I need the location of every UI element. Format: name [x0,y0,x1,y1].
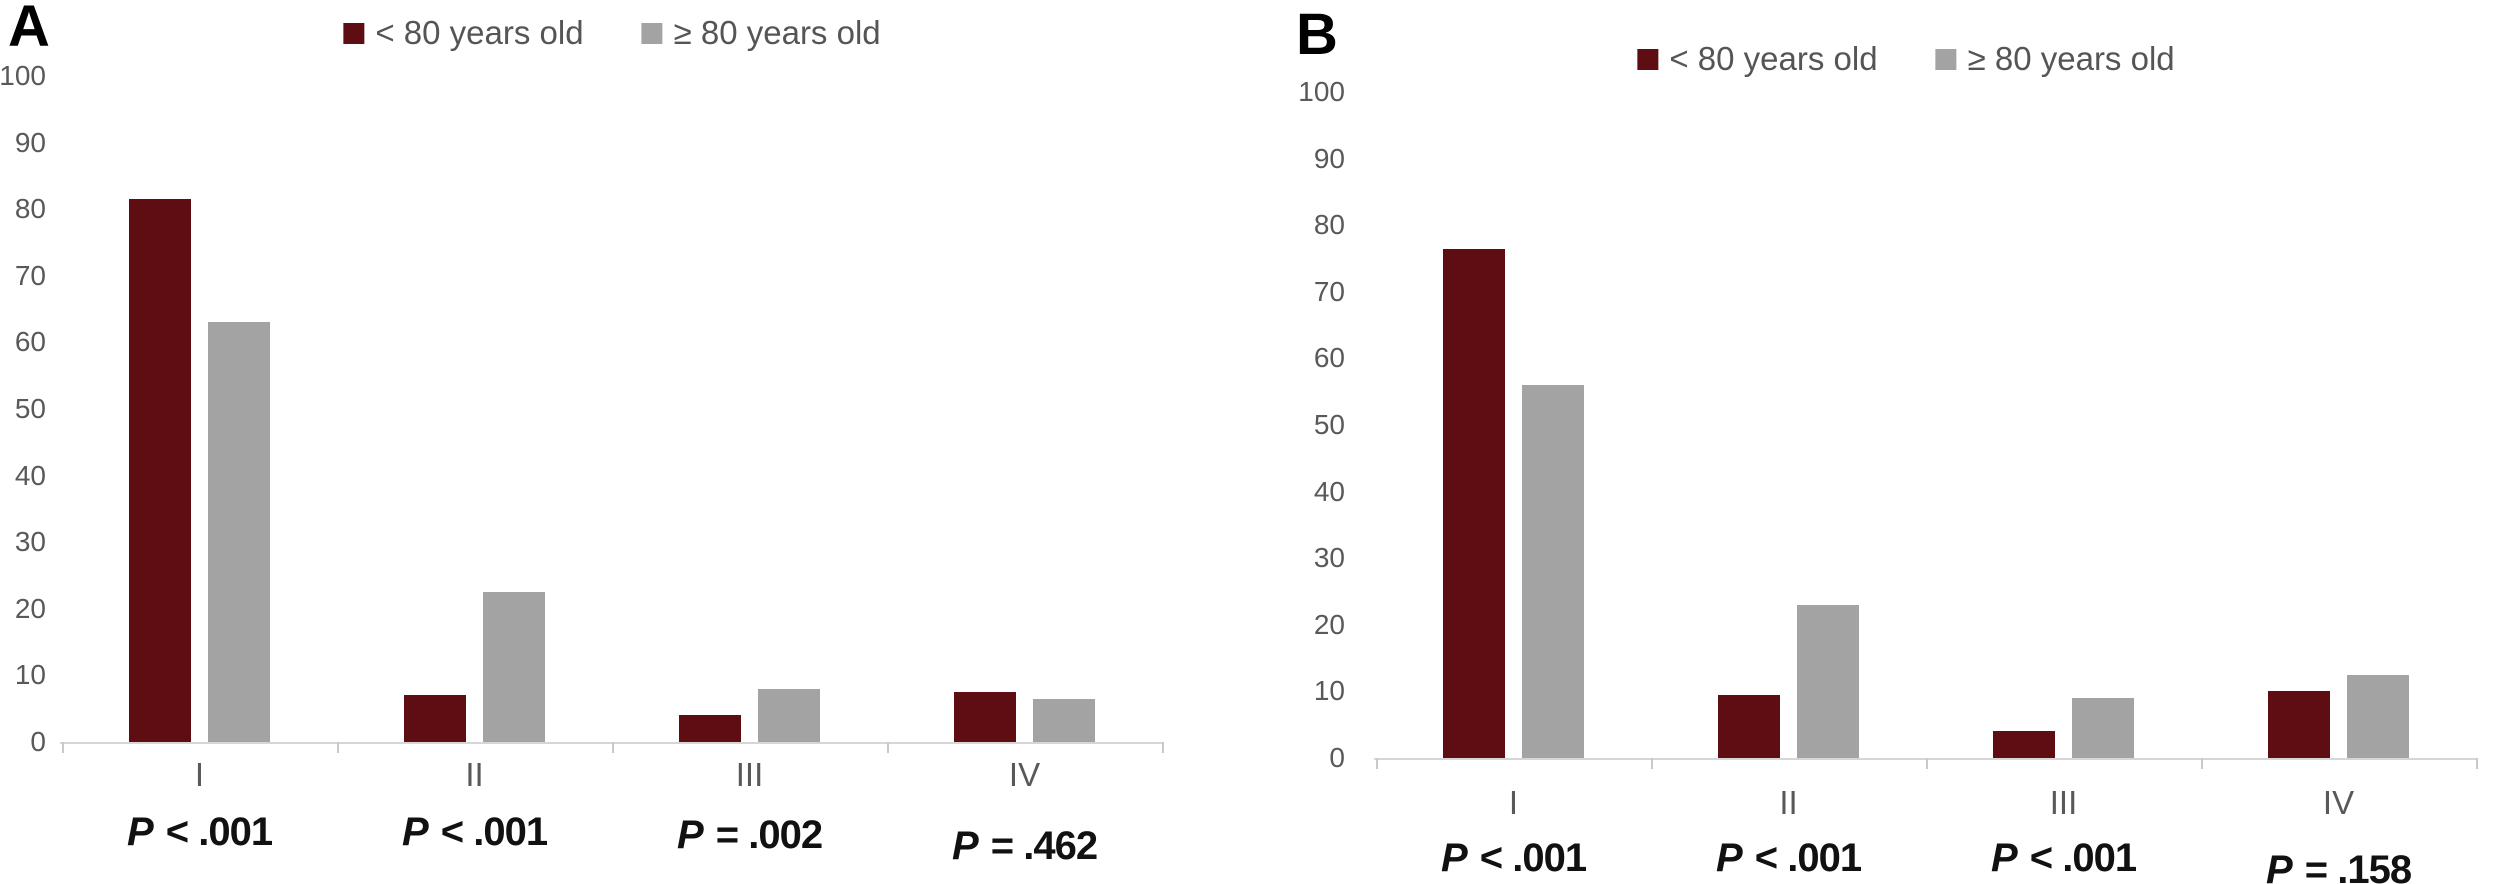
bar-under-80 [679,715,741,742]
legend-label-under-80: < 80 years old [375,14,584,51]
y-axis-tick-label: 60 [1313,342,1345,374]
y-axis-tick-label: 20 [1313,608,1345,640]
y-axis-tick-label: 0 [1329,742,1345,773]
x-axis-tick [2476,758,2478,769]
y-axis-tick-label: 10 [14,659,46,691]
p-value-label: P < .001 [1715,836,1862,880]
x-axis-tick [1926,758,1928,769]
y-axis-tick-label: 30 [14,526,46,558]
p-value-label: P = .462 [951,824,1098,868]
p-value-label: P < .001 [401,810,548,854]
p-value-label: P < .001 [1990,836,2137,880]
y-axis-tick-label: 80 [14,193,46,225]
y-axis-tick-label: 100 [0,60,46,91]
y-axis-tick-label: 70 [1313,275,1345,307]
legend-swatch-over-80-icon [641,22,663,44]
y-axis-tick-label: 80 [1313,209,1345,241]
category-label: IV [1008,756,1041,793]
p-value-label: P = .158 [2265,848,2412,884]
panel-A-legend: < 80 years old ≥ 80 years old [343,14,881,52]
legend-swatch-under-80-icon [1637,48,1659,70]
category-label: I [194,756,205,793]
category-label: II [465,756,484,793]
bar-under-80 [1993,731,2055,758]
y-axis-tick-label: 40 [1313,475,1345,507]
category-label: I [1508,784,1519,821]
category-label: III [735,756,764,793]
x-axis-tick [2201,758,2203,769]
bar-over-80 [483,592,545,742]
legend-label-over-80: ≥ 80 years old [1967,40,2175,77]
legend-label-under-80: < 80 years old [1669,40,1878,77]
bar-over-80 [1033,698,1095,742]
y-axis-tick-label: 10 [1313,675,1345,707]
category-label: III [2049,784,2078,821]
y-axis-tick-label: 30 [1313,542,1345,574]
category-label: II [1779,784,1798,821]
x-axis-tick [62,742,64,753]
y-axis-tick-label: 40 [14,459,46,491]
x-axis-tick [1651,758,1653,769]
panel-B-label: B [1296,2,1338,67]
x-axis-tick [612,742,614,753]
y-axis-tick-label: 0 [30,726,46,757]
legend-item-under-80: < 80 years old [343,14,584,52]
bar-over-80 [1522,385,1584,758]
legend-swatch-over-80-icon [1935,48,1957,70]
bar-over-80 [2347,674,2409,758]
p-value-label: P = .002 [676,813,823,857]
legend-item-under-80: < 80 years old [1637,40,1878,78]
legend-item-over-80: ≥ 80 years old [641,14,881,52]
y-axis-tick-label: 60 [14,326,46,358]
y-axis-tick-label: 20 [14,592,46,624]
y-axis-tick-label: 100 [1298,76,1345,107]
p-value-label: P < .001 [1440,836,1587,880]
x-axis-tick [1376,758,1378,769]
x-axis-tick [337,742,339,753]
y-axis-tick-label: 90 [1313,142,1345,174]
y-axis-tick-label: 50 [1313,409,1345,440]
bar-under-80 [2268,691,2330,758]
y-axis-tick-label: 90 [14,126,46,158]
x-axis-tick [887,742,889,753]
panel-B-legend: < 80 years old ≥ 80 years old [1637,40,2175,78]
bar-under-80 [954,692,1016,742]
bar-under-80 [1718,694,1780,758]
legend-item-over-80: ≥ 80 years old [1935,40,2175,78]
bar-under-80 [129,199,191,742]
bar-under-80 [404,695,466,742]
p-value-label: P < .001 [126,810,273,854]
bar-under-80 [1443,248,1505,758]
bar-over-80 [1797,604,1859,758]
bar-over-80 [2072,698,2134,758]
legend-label-over-80: ≥ 80 years old [673,14,881,51]
x-axis-tick [1162,742,1164,753]
category-label: IV [2322,784,2355,821]
legend-swatch-under-80-icon [343,22,365,44]
bar-over-80 [758,688,820,742]
bar-over-80 [208,322,270,742]
y-axis-tick-label: 70 [14,259,46,291]
panel-A-label: A [8,0,50,59]
y-axis-tick-label: 50 [14,393,46,424]
